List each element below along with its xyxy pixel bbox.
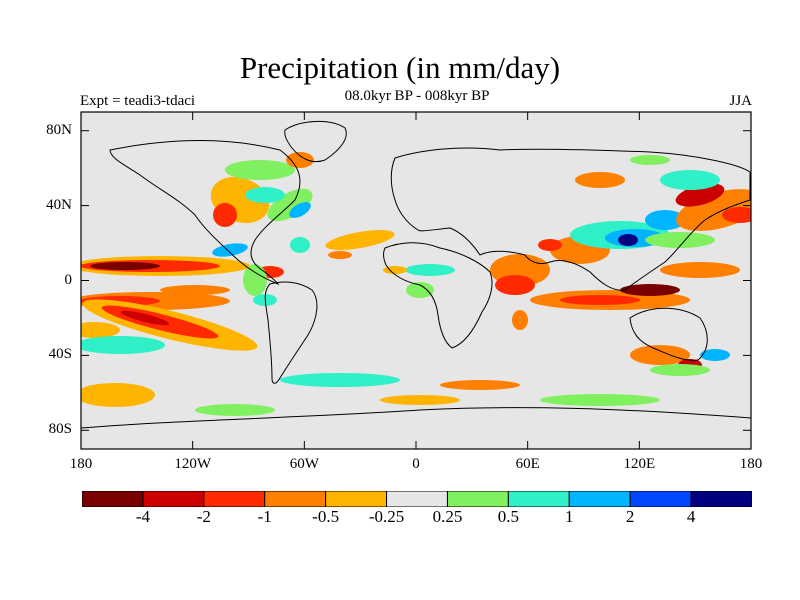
anomaly-patch	[495, 275, 535, 295]
coastlines	[81, 120, 751, 429]
coastline	[264, 281, 318, 384]
colorbar-label: -0.25	[368, 507, 405, 526]
anomaly-patch	[406, 282, 434, 298]
anomaly-patch	[540, 394, 660, 406]
anomaly-patch	[325, 230, 395, 250]
lon-label: 60E	[515, 456, 540, 472]
anomaly-patch	[328, 251, 352, 259]
coastline	[284, 120, 347, 163]
anomaly-patch	[286, 152, 314, 168]
lon-label: 180	[739, 456, 763, 472]
colorbar-label: -2	[196, 507, 211, 526]
anomaly-patch	[195, 404, 275, 416]
anomaly-patch	[405, 264, 455, 276]
coastline	[390, 147, 751, 291]
anomaly-patch	[722, 207, 751, 223]
anomaly-patch	[280, 373, 400, 387]
lat-label: 40N	[46, 196, 72, 213]
anomaly-patch	[700, 349, 730, 361]
anomaly-patch	[289, 202, 311, 218]
anomaly-patch	[383, 266, 407, 274]
anomaly-patch	[81, 322, 120, 338]
lat-label: 40S	[48, 346, 72, 363]
lat-label: 0	[64, 271, 73, 288]
anomaly-patch	[90, 262, 160, 270]
anomaly-patch	[81, 383, 155, 407]
anomaly-patch	[81, 336, 165, 354]
anomaly-patch	[120, 310, 170, 326]
colorbar-label: 1	[565, 507, 574, 526]
colorbar-box	[203, 491, 266, 507]
lon-label: 180	[69, 456, 93, 472]
colorbar-box	[264, 491, 327, 507]
anomaly-patch	[560, 295, 640, 305]
colorbar-label: 0.25	[432, 507, 463, 526]
colorbar-box	[629, 491, 692, 507]
season-label: JJA	[729, 93, 752, 109]
anomaly-patch	[160, 285, 230, 295]
colorbar	[82, 491, 752, 507]
anomaly-patch	[213, 203, 237, 227]
anomaly-patch	[575, 172, 625, 188]
colorbar-box	[142, 491, 205, 507]
anomaly-patch	[212, 243, 248, 257]
coastline	[81, 407, 751, 429]
coastline	[109, 140, 301, 286]
colorbar-box	[507, 491, 570, 507]
lon-label: 60W	[289, 456, 319, 472]
anomaly-patch	[630, 345, 690, 365]
colorbar-box	[82, 491, 144, 507]
colorbar-box	[568, 491, 631, 507]
anomaly-patch	[538, 239, 562, 251]
anomaly-patch	[660, 262, 740, 278]
lat-label: 80N	[46, 121, 72, 138]
lat-label: 80S	[48, 421, 72, 438]
colorbar-box	[386, 491, 448, 507]
anomaly-patch	[380, 395, 460, 405]
anomaly-patch	[618, 234, 638, 246]
anomaly-patch	[290, 237, 310, 253]
anomaly-patch	[645, 232, 715, 248]
colorbar-box	[325, 491, 388, 507]
anomaly-patch	[630, 155, 670, 165]
anomaly-patch	[650, 364, 710, 376]
anomaly-patch	[620, 284, 680, 296]
colorbar-box	[690, 491, 752, 507]
chart-subtitle: 08.0kyr BP - 008kyr BP	[344, 88, 490, 104]
chart-title: Precipitation (in mm/day)	[239, 50, 561, 85]
anomaly-field	[81, 152, 751, 416]
anomaly-patch	[512, 310, 528, 330]
anomaly-patch	[225, 160, 295, 180]
colorbar-label: -4	[135, 507, 150, 526]
anomaly-patch	[645, 210, 685, 230]
colorbar-label: 0.5	[497, 507, 519, 526]
colorbar-label: -0.5	[312, 507, 340, 526]
anomaly-patch	[245, 187, 285, 203]
colorbar-label: -1	[257, 507, 272, 526]
colorbar-label: 2	[625, 507, 635, 526]
lon-label: 120E	[623, 456, 656, 472]
anomaly-patch	[660, 170, 720, 190]
experiment-label: Expt = teadi3-tdaci	[80, 93, 196, 109]
map-background	[81, 112, 751, 449]
axis-ticks	[80, 112, 752, 449]
colorbar-box	[446, 491, 509, 507]
anomaly-patch	[440, 380, 520, 390]
coastline	[383, 242, 493, 349]
lon-label: 120W	[174, 456, 211, 472]
anomaly-patch	[243, 264, 267, 296]
coastline	[629, 307, 708, 361]
colorbar-label: 4	[686, 507, 696, 526]
lon-label: 0	[412, 456, 420, 472]
